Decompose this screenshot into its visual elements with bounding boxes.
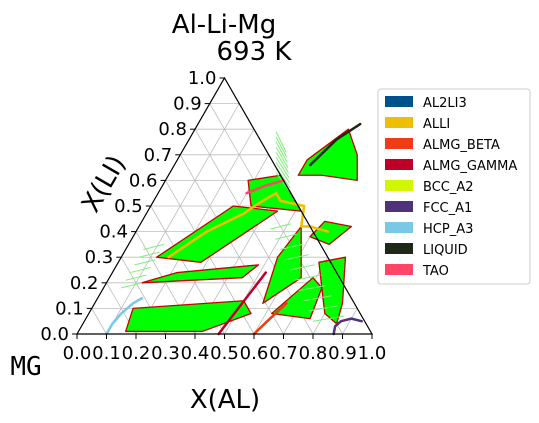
phase-boundary-liquid (308, 122, 362, 167)
x-ticks: 0.0 0.1 0.2 0.3 0.4 0.5 0.6 0.7 0.8 0.9 1.0 (63, 334, 387, 364)
y-tick-label: 0.2 (70, 273, 99, 294)
legend-swatch (385, 159, 413, 170)
x-tick-label: 0.9 (328, 343, 357, 364)
tie-line (284, 254, 309, 261)
chart-subtitle: 693 K (217, 37, 293, 67)
legend-swatch (385, 201, 413, 212)
tie-line (138, 251, 160, 258)
tie-line (129, 266, 151, 274)
legend-swatch (385, 264, 413, 275)
grid-line-x (106, 103, 240, 335)
tie-lines (121, 131, 345, 322)
y-tick-label: 0.8 (158, 119, 187, 140)
x-axis-label: X(AL) (190, 385, 260, 415)
x-tick-label: 0.1 (92, 343, 121, 364)
phase-boundaries (105, 122, 363, 336)
y-tick-label: 0.6 (129, 170, 158, 191)
x-tick-label: 0.4 (181, 343, 210, 364)
tie-line (275, 151, 289, 173)
y-tick-label: 0.4 (99, 222, 128, 243)
tie-line (270, 223, 291, 230)
tie-line (275, 233, 297, 240)
phase-boundary-almg_beta (252, 302, 288, 336)
x-tick-label: 0.2 (122, 343, 151, 364)
legend-label: BCC_A2 (423, 180, 474, 195)
x-tick-label: 0.3 (151, 343, 180, 364)
tie-line (125, 274, 147, 281)
legend-swatch (385, 138, 413, 149)
legend-label: FCC_A1 (423, 201, 472, 216)
y-tick-label: 1.0 (188, 68, 217, 89)
tie-line (275, 162, 291, 184)
tie-line (298, 284, 327, 291)
phase-boundary-tao (245, 179, 285, 195)
corner-label-mg: MG (10, 352, 41, 382)
y-tick-label: 0.5 (114, 196, 143, 217)
x-tick-label: 0.5 (210, 343, 239, 364)
tie-line (275, 136, 288, 158)
tie-line (312, 315, 345, 322)
legend-label: HCP_A3 (423, 222, 473, 237)
tie-line (308, 305, 339, 312)
grid-line-z (91, 308, 107, 335)
tie-line (303, 295, 333, 302)
legend-label: LIQUID (423, 243, 468, 258)
phase-region (297, 128, 358, 182)
tie-line (294, 274, 321, 281)
x-tick-label: 0.8 (299, 343, 328, 364)
legend-label: TAO (422, 264, 449, 279)
tie-line (275, 131, 287, 153)
legend-swatch (385, 180, 413, 191)
legend-swatch (385, 222, 413, 233)
legend-label: ALLI (423, 117, 450, 132)
legend-label: ALMG_BETA (423, 138, 500, 153)
x-tick-label: 0.6 (240, 343, 269, 364)
tie-line (275, 141, 288, 163)
tie-line (275, 146, 289, 168)
phase-boundary-fcc_a1 (332, 317, 363, 336)
y-tick-label: 0.3 (85, 247, 114, 268)
tie-line (121, 282, 143, 289)
tie-line (275, 157, 290, 179)
legend-swatch (385, 117, 413, 128)
tie-line (134, 259, 156, 266)
legend-label: ALMG_GAMMA (423, 159, 517, 174)
grid-line-z (209, 103, 343, 335)
y-tick-label: 0.9 (173, 94, 202, 115)
legend-frame (377, 88, 531, 285)
y-tick-label: 0.0 (40, 324, 69, 345)
tie-line (279, 243, 303, 251)
grid-line-x (342, 308, 358, 335)
phase-boundary-hcp_a3 (105, 296, 144, 336)
legend-swatch (385, 243, 413, 254)
tie-line (143, 243, 165, 251)
phase-region (309, 220, 353, 246)
plot-area: 0.0 0.1 0.2 0.3 0.4 0.5 0.6 0.7 0.8 0.9 1.0 0.00.1… (40, 68, 386, 364)
phase-region (141, 264, 260, 284)
phase-boundary-alli (167, 191, 329, 259)
chart-title: Al-Li-Mg (172, 10, 276, 40)
phase-region (155, 205, 279, 263)
y-ticks: 0.0 0.1 0.2 0.3 0.4 0.5 0.6 0.7 0.8 0.9 1.0 (40, 68, 225, 345)
phase-region (318, 256, 347, 325)
legend-swatch (385, 96, 413, 107)
x-tick-label: 0.0 (63, 343, 92, 364)
tie-line (289, 264, 315, 271)
y-tick-label: 0.7 (144, 145, 173, 166)
legend-label: AL2LI3 (423, 96, 467, 111)
legend: AL2LI3 ALLI ALMG_BETA ALMG_GAMMA BCC_A2 FCC_A… (377, 88, 531, 285)
grid-line-z (179, 154, 284, 335)
phase-boundary-almg_gamma (217, 271, 268, 336)
x-tick-label: 0.7 (269, 343, 298, 364)
y-tick-label: 0.1 (55, 298, 84, 319)
x-tick-label: 1.0 (358, 343, 387, 364)
